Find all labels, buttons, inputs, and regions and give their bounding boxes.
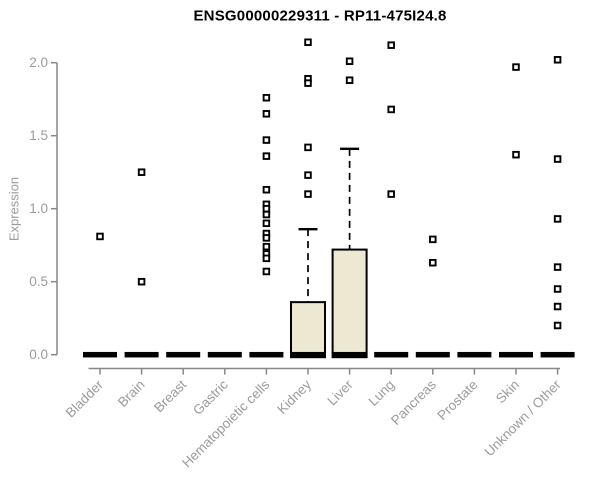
outlier-point xyxy=(304,79,312,87)
outlier-point xyxy=(262,136,271,144)
x-category-label: Breast xyxy=(151,377,189,415)
outlier-point xyxy=(429,235,437,244)
outlier-point xyxy=(262,254,271,263)
median-bar xyxy=(291,351,325,358)
x-category-label: Bladder xyxy=(63,377,107,421)
y-tick-label: 1.5 xyxy=(29,128,48,143)
outlier-point xyxy=(96,232,104,241)
outlier-point xyxy=(262,110,271,118)
x-category-label: Skin xyxy=(493,377,522,406)
outlier-point xyxy=(553,155,562,163)
median-bar xyxy=(499,351,533,358)
median-bar xyxy=(415,351,450,358)
y-tick-label: 1.0 xyxy=(29,201,48,216)
outlier-point xyxy=(262,219,271,228)
outlier-point xyxy=(512,150,520,159)
median-bar xyxy=(124,351,159,358)
box xyxy=(331,248,368,359)
outlier-point xyxy=(553,215,562,223)
y-axis-title: Expression xyxy=(6,176,22,242)
outlier-point xyxy=(553,285,562,293)
chart-title: ENSG00000229311 - RP11-475I24.8 xyxy=(193,7,447,25)
outlier-point xyxy=(262,234,271,242)
median-bar xyxy=(332,351,367,358)
x-category-label: Prostate xyxy=(434,377,480,423)
outlier-point xyxy=(387,105,395,114)
y-tick-label: 0.5 xyxy=(29,274,48,289)
outlier-point xyxy=(262,93,271,102)
outlier-point xyxy=(304,38,312,47)
outlier-point xyxy=(262,242,271,251)
outlier-point xyxy=(262,267,271,276)
median-bar xyxy=(374,351,409,358)
outlier-point xyxy=(553,302,562,311)
x-category-label: Lung xyxy=(365,377,397,409)
x-category-label: Unknown / Other xyxy=(481,377,564,460)
median-bar xyxy=(207,351,242,358)
outlier-point xyxy=(262,210,271,219)
outlier-point xyxy=(553,263,562,271)
x-category-label: Pancreas xyxy=(388,377,439,428)
outlier-point xyxy=(345,76,354,84)
x-category-label: Gastric xyxy=(190,377,231,418)
outlier-point xyxy=(262,152,271,160)
outlier-point xyxy=(345,57,354,65)
median-bar xyxy=(457,351,492,358)
y-tick-label: 2.0 xyxy=(29,55,48,70)
outlier-point xyxy=(387,190,395,198)
outlier-point xyxy=(304,171,312,179)
outlier-point xyxy=(553,56,562,64)
median-bar xyxy=(540,351,575,358)
x-category-label: Kidney xyxy=(274,377,314,417)
outlier-point xyxy=(262,185,271,194)
median-bar xyxy=(166,351,201,358)
outlier-point xyxy=(137,168,146,176)
outlier-point xyxy=(262,204,271,213)
outlier-point xyxy=(387,41,395,49)
outlier-point xyxy=(429,258,437,267)
median-bar xyxy=(83,351,117,358)
x-category-label: Liver xyxy=(324,377,356,409)
x-category-label: Brain xyxy=(115,377,148,410)
outlier-point xyxy=(137,277,146,286)
box xyxy=(290,301,326,359)
median-bar xyxy=(249,351,284,358)
outlier-point xyxy=(304,190,312,198)
outlier-point xyxy=(512,63,520,71)
outlier-point xyxy=(304,143,312,152)
y-tick-label: 0.0 xyxy=(29,347,48,362)
outlier-point xyxy=(553,321,562,330)
